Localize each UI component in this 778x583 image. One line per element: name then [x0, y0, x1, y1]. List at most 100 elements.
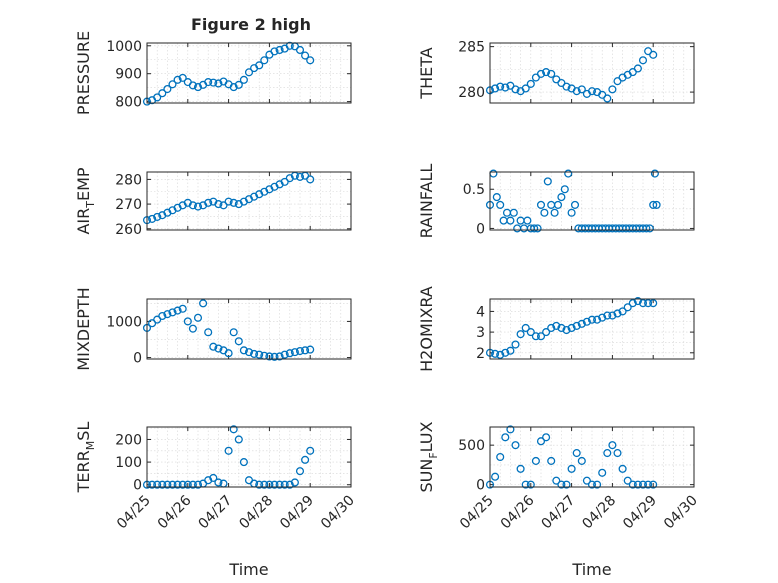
data-point: [587, 87, 597, 96]
data-point: [633, 64, 642, 73]
data-point: [509, 208, 518, 217]
data-point: [644, 299, 653, 308]
axes-frame: [489, 42, 695, 104]
data-point: [557, 323, 566, 333]
data-point: [173, 75, 182, 84]
data-point: [209, 473, 218, 482]
data-point: [306, 446, 315, 455]
data-point: [193, 202, 203, 211]
data-point: [153, 93, 162, 102]
y-tick-label: 270: [115, 197, 142, 213]
y-tick-label: 280: [458, 85, 485, 101]
data-point: [623, 476, 632, 485]
data-point: [638, 299, 648, 308]
data-point: [603, 449, 612, 458]
figure-title: Figure 2 high: [191, 15, 311, 34]
data-point: [306, 345, 315, 354]
y-tick-label: 200: [115, 432, 142, 448]
data-point: [645, 224, 654, 233]
data-point: [193, 313, 203, 322]
data-point: [649, 50, 658, 59]
data-point: [506, 346, 515, 355]
data-point: [567, 208, 576, 217]
data-point: [260, 480, 269, 489]
data-point: [562, 480, 571, 489]
data-point: [650, 169, 659, 178]
data-point: [295, 346, 305, 356]
data-point: [587, 480, 597, 489]
data-point: [553, 200, 563, 209]
data-point: [148, 214, 157, 223]
data-point: [649, 200, 658, 209]
data-point: [168, 308, 177, 317]
data-point: [275, 45, 284, 55]
data-point: [496, 82, 505, 91]
y-axis-label: PRESSURE: [74, 31, 93, 115]
data-point: [598, 313, 607, 322]
data-point: [577, 319, 586, 328]
data-point: [536, 200, 546, 209]
y-tick-label: 0: [133, 351, 142, 367]
data-point: [547, 323, 556, 333]
data-point: [618, 307, 627, 316]
data-point: [564, 169, 573, 178]
data-point: [204, 328, 213, 337]
data-point: [158, 480, 167, 489]
y-tick-label: 280: [115, 172, 142, 188]
data-point: [229, 425, 238, 434]
y-axis-label: THETA: [417, 47, 436, 99]
data-point: [301, 346, 310, 355]
y-tick-label: 1000: [106, 39, 142, 55]
data-point: [608, 311, 617, 320]
data-point: [163, 480, 172, 489]
data-point: [618, 464, 627, 473]
axes-frame: [146, 298, 352, 360]
y-tick-label: 0: [476, 478, 485, 494]
data-point: [603, 94, 612, 103]
data-point: [567, 464, 576, 473]
data-point: [229, 83, 238, 92]
data-point: [582, 476, 591, 485]
data-point: [577, 456, 586, 465]
data-point: [550, 208, 559, 217]
data-point: [557, 193, 566, 202]
axes-frame: [146, 426, 352, 488]
data-point: [552, 321, 561, 330]
y-tick-label: 900: [115, 67, 142, 83]
data-point: [521, 84, 530, 93]
data-point: [491, 472, 500, 481]
y-tick-label: 285: [458, 40, 485, 56]
data-point: [219, 201, 228, 210]
data-point: [188, 81, 197, 90]
data-point: [491, 349, 500, 358]
data-point: [229, 328, 238, 337]
data-point: [290, 348, 299, 357]
data-point: [178, 480, 187, 489]
data-point: [158, 89, 167, 98]
data-point: [536, 69, 546, 78]
x-axis-label: Time: [571, 560, 611, 579]
data-point: [199, 299, 208, 308]
data-point: [224, 197, 233, 206]
y-axis-label: RAINFALL: [417, 164, 436, 239]
data-point: [183, 317, 192, 326]
data-point: [244, 68, 254, 77]
data-point: [275, 480, 284, 489]
data-point: [239, 458, 248, 467]
data-point: [280, 177, 289, 186]
data-point: [547, 456, 556, 465]
data-point: [542, 68, 551, 77]
data-point: [301, 455, 310, 464]
data-point: [295, 467, 305, 476]
y-tick-label: 500: [458, 438, 485, 454]
data-point: [306, 175, 315, 184]
y-tick-label: 100: [115, 455, 142, 471]
y-tick-label: 1000: [106, 314, 142, 330]
data-point: [178, 73, 187, 82]
data-point: [250, 349, 259, 358]
data-point: [543, 177, 552, 186]
data-point: [530, 224, 539, 233]
y-tick-label: 2: [476, 346, 485, 362]
y-axis-label: MIXDEPTH: [74, 287, 93, 370]
data-point: [613, 309, 622, 318]
